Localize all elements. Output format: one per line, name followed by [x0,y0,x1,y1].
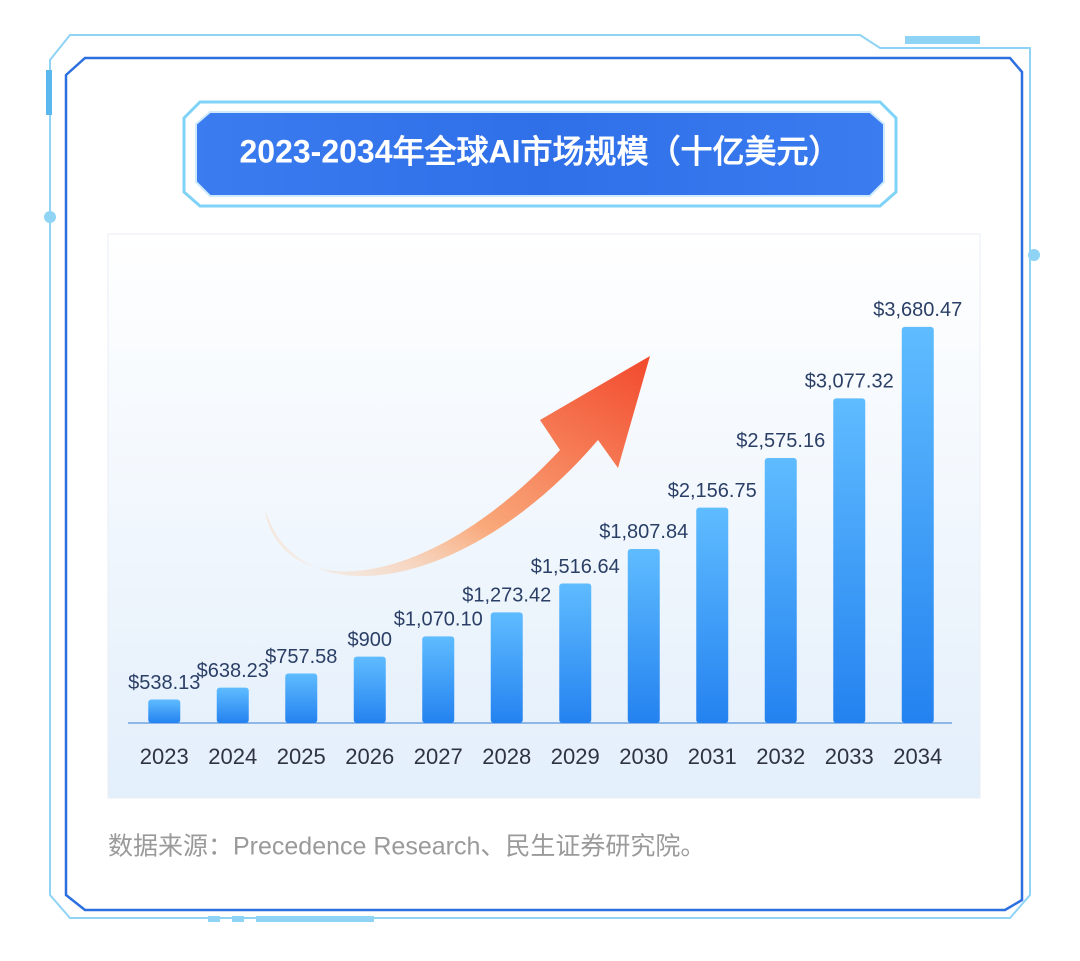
value-label: $757.58 [265,646,337,668]
trend-arrow [265,356,650,577]
x-tick-label: 2026 [345,744,394,769]
x-tick-label: 2027 [414,744,463,769]
value-label: $638.23 [197,660,269,682]
bar [764,457,797,723]
frame [44,34,1040,922]
x-tick-label: 2032 [756,744,805,769]
value-label: $538.13 [128,672,200,694]
plot: $538.13 2023 $638.23 2024 $757.58 2025 $900 202… [128,299,962,769]
bar [696,507,729,723]
x-tick-label: 2028 [482,744,531,769]
value-label: $1,807.84 [599,521,688,543]
value-label: $3,077.32 [805,371,894,393]
x-tick-label: 2031 [688,744,737,769]
bar [353,656,386,723]
bar [490,612,523,723]
value-label: $1,273.42 [462,585,551,607]
value-label: $1,516.64 [531,556,620,578]
chart-title: 2023-2034年全球AI市场规模（十亿美元） [239,133,840,169]
bar [559,583,592,723]
value-label: $3,680.47 [873,299,962,321]
x-tick-label: 2030 [619,744,668,769]
x-tick-label: 2034 [893,744,942,769]
bar [285,673,318,723]
source-note: 数据来源：Precedence Research、民生证券研究院。 [108,833,705,861]
bar [422,636,455,723]
bar [833,398,866,723]
bar [627,548,660,723]
bar [216,687,249,723]
value-label: $900 [348,629,393,651]
x-tick-label: 2024 [208,744,257,769]
x-tick-label: 2025 [277,744,326,769]
x-tick-label: 2033 [825,744,874,769]
title-banner: 2023-2034年全球AI市场规模（十亿美元） [182,100,898,208]
value-label: $2,575.16 [736,430,825,452]
bar [901,326,934,723]
value-label: $2,156.75 [668,480,757,502]
x-tick-label: 2023 [140,744,189,769]
value-label: $1,070.10 [394,609,483,631]
bar [148,699,181,723]
x-tick-label: 2029 [551,744,600,769]
